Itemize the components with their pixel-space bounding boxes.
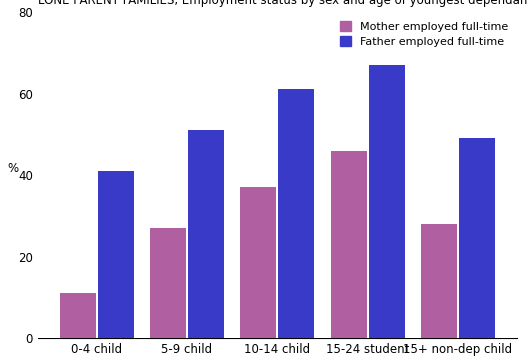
Bar [369,65,404,338]
Bar [150,228,186,338]
Bar [331,151,366,338]
Bar [459,138,495,338]
Bar [240,187,276,338]
Text: LONE PARENT FAMILIES, Employment status by sex and age of youngest dependant—Jun: LONE PARENT FAMILIES, Employment status … [38,0,528,7]
Bar [60,293,96,338]
Bar [278,89,314,338]
Bar [188,130,224,338]
Legend: Mother employed full-time, Father employed full-time: Mother employed full-time, Father employ… [336,17,511,50]
Bar [98,171,134,338]
Bar [421,224,457,338]
Y-axis label: %: % [7,162,18,175]
